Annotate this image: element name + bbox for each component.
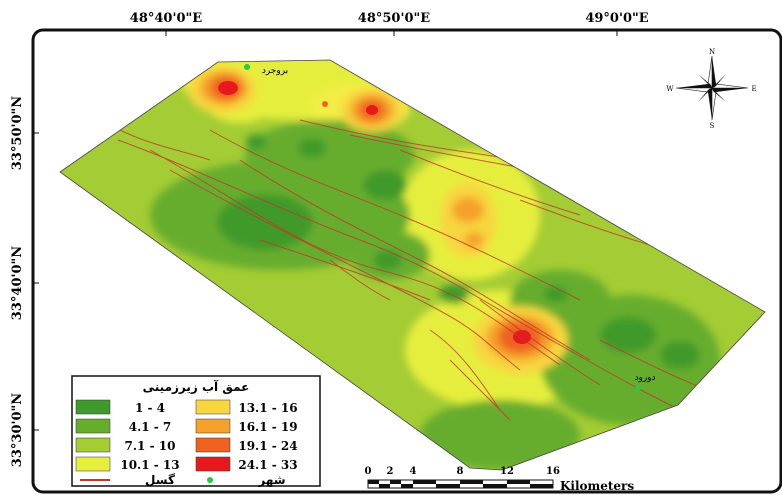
city-boroujerd: بروجرد <box>244 64 288 76</box>
latitude-label-3: 33°30'0"N <box>10 393 25 467</box>
city-marker <box>244 64 250 70</box>
legend-fault-label: گسل <box>145 473 175 487</box>
study-area-outline <box>59 59 766 471</box>
compass-s: S <box>710 122 715 130</box>
city-label-boroujerd: بروجرد <box>262 66 288 76</box>
scale-tick-0: 0 <box>365 466 372 477</box>
scale-tick-16: 16 <box>546 466 560 477</box>
legend-swatch-4 <box>75 456 111 472</box>
city-marker <box>635 385 641 391</box>
scale-tick-12: 12 <box>500 466 514 477</box>
faults <box>117 119 721 421</box>
legend-label-2: 4.1 - 7 <box>129 420 172 434</box>
north-arrow-icon: N S E W <box>666 48 756 130</box>
legend-swatch-2 <box>75 418 111 434</box>
legend-label-7: 19.1 - 24 <box>238 439 297 453</box>
scale-unit: Kilometers <box>560 479 634 493</box>
longitude-label-1: 48°40'0"E <box>130 11 202 26</box>
legend: عمق آب زیرزمینی 1 - 4 4.1 - 7 7.1 - 10 1… <box>71 375 321 487</box>
legend-swatch-5 <box>195 399 231 415</box>
compass-n: N <box>709 48 715 56</box>
legend-label-4: 10.1 - 13 <box>120 458 179 472</box>
city-label-dorud: دورود <box>634 373 655 383</box>
scale-tick-2: 2 <box>387 466 394 477</box>
legend-title: عمق آب زیرزمینی <box>143 379 250 394</box>
city-dorud: دورود <box>634 373 656 391</box>
longitude-label-3: 49°0'0"E <box>585 11 648 26</box>
scale-bar: 0 2 4 8 12 16 Kilometers <box>365 466 635 493</box>
legend-swatch-7 <box>195 437 231 453</box>
legend-label-5: 13.1 - 16 <box>238 401 297 415</box>
legend-label-1: 1 - 4 <box>135 401 165 415</box>
scale-tick-4: 4 <box>410 466 417 477</box>
legend-swatch-3 <box>75 437 111 453</box>
latitude-label-1: 33°50'0"N <box>10 96 25 170</box>
scale-tick-8: 8 <box>457 466 464 477</box>
legend-label-6: 16.1 - 19 <box>238 420 297 434</box>
legend-city-label: شهر <box>257 473 285 487</box>
legend-swatch-8 <box>195 456 231 472</box>
legend-city-marker <box>207 477 213 483</box>
study-area <box>60 60 765 470</box>
legend-label-3: 7.1 - 10 <box>125 439 176 453</box>
map-frame <box>31 28 782 494</box>
longitude-label-2: 48°50'0"E <box>358 11 430 26</box>
legend-label-8: 24.1 - 33 <box>238 458 297 472</box>
latitude-label-2: 33°40'0"N <box>10 246 25 320</box>
graticule-ticks <box>33 30 618 431</box>
legend-swatch-6 <box>195 418 231 434</box>
compass-w: W <box>666 85 674 93</box>
compass-e: E <box>751 85 756 93</box>
legend-swatch-1 <box>75 399 111 415</box>
